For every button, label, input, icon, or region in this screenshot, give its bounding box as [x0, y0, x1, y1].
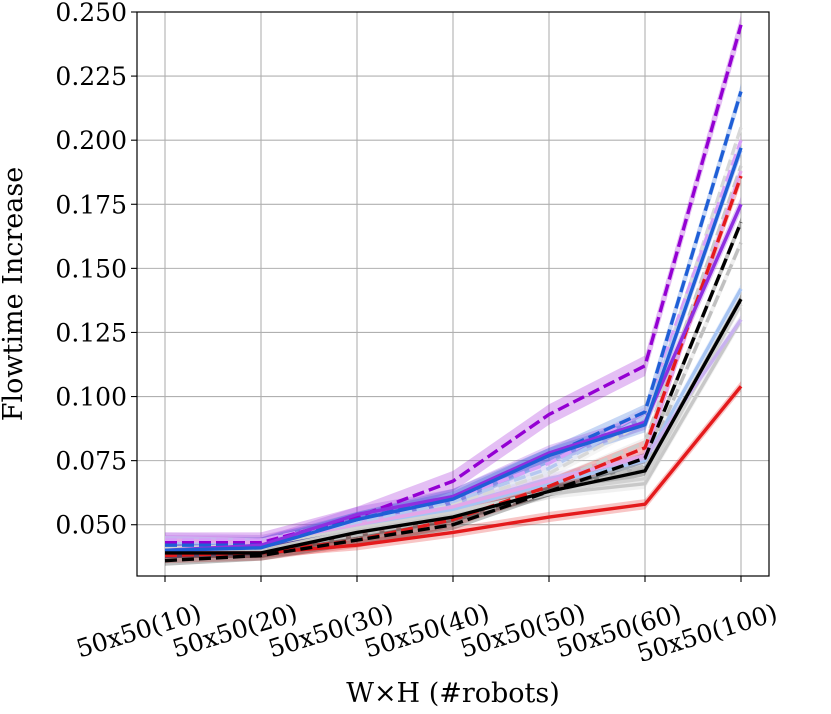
y-tick-label: 0.050	[55, 511, 127, 540]
series-line	[164, 221, 743, 563]
x-axis-label: W×H (#robots)	[346, 678, 560, 709]
y-tick-label: 0.075	[55, 447, 127, 476]
y-tick-label: 0.250	[55, 0, 127, 27]
series-band	[165, 168, 741, 564]
series-line	[164, 147, 743, 553]
y-tick-label: 0.100	[55, 383, 127, 412]
x-axis-ticks: 50x50(10)50x50(20)50x50(30)50x50(40)50x5…	[73, 576, 781, 668]
grid-lines	[137, 11, 769, 576]
y-tick-label: 0.200	[55, 126, 127, 155]
y-tick-label: 0.225	[55, 62, 127, 91]
y-tick-label: 0.150	[55, 254, 127, 283]
y-tick-label: 0.175	[55, 190, 127, 219]
series-line	[165, 298, 743, 555]
series-band	[165, 217, 741, 566]
y-axis-label: Flowtime Increase	[0, 167, 29, 421]
y-tick-label: 0.125	[55, 318, 127, 347]
y-axis-ticks: 0.050 0.075 0.100 0.125 0.150 0.175 0.200 0.225…	[55, 0, 137, 540]
series-lines	[164, 24, 743, 563]
series-line	[165, 24, 743, 545]
series-band	[165, 237, 741, 559]
series-band	[165, 381, 741, 559]
